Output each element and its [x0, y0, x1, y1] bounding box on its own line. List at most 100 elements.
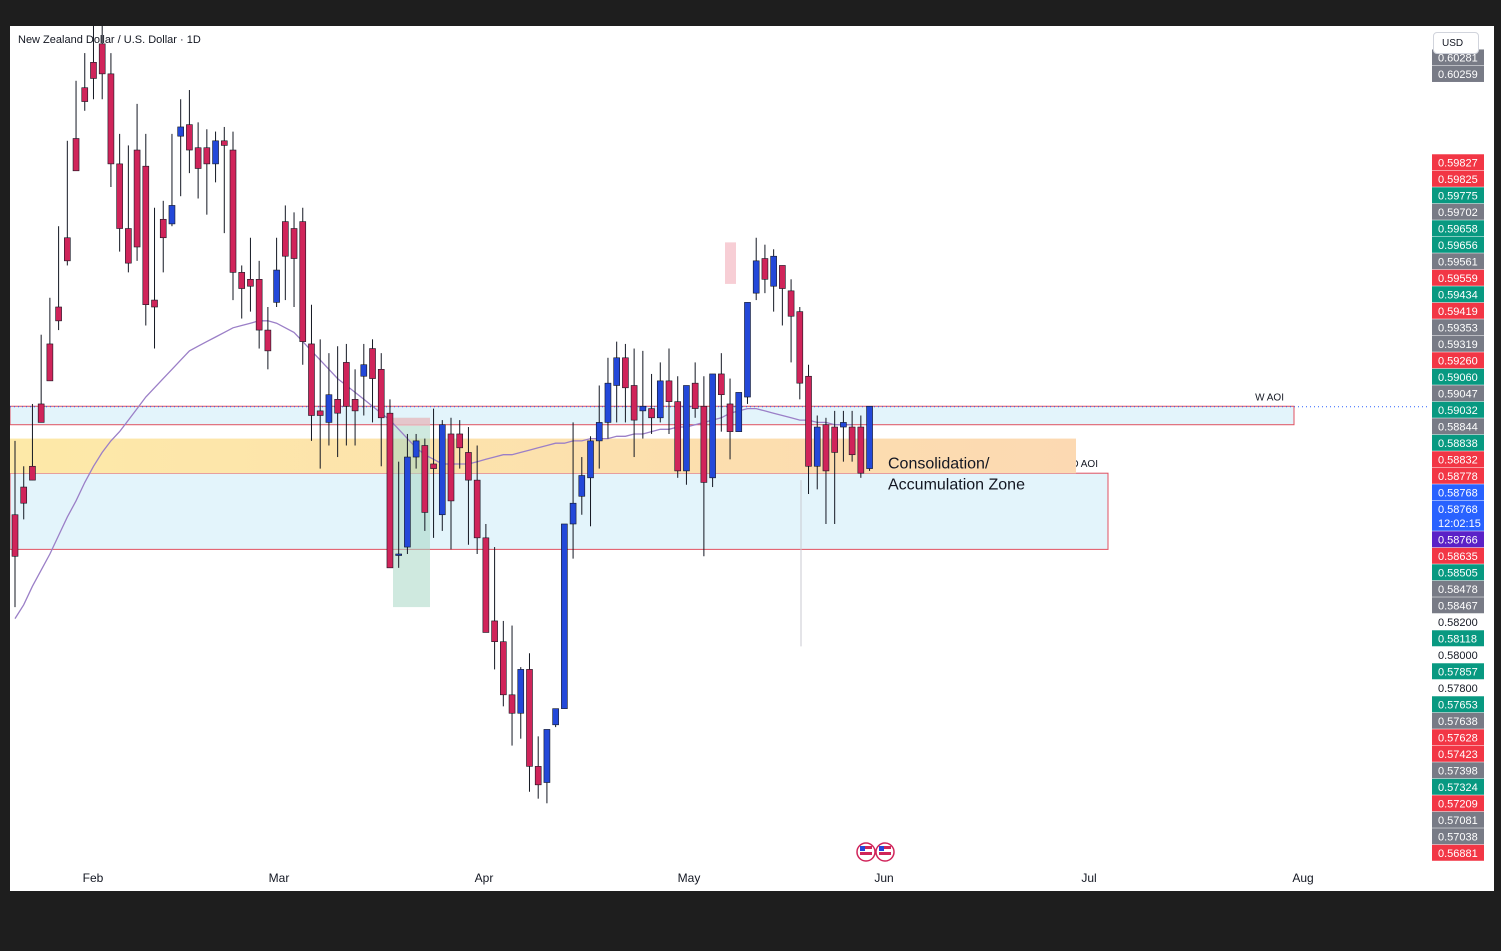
candle [334, 346, 341, 458]
price-tag: 0.57038 [1432, 828, 1484, 845]
price-tag-label: 0.57038 [1438, 831, 1478, 843]
price-tag-label: 0.58118 [1438, 633, 1477, 645]
price-tag: 0.57209 [1432, 795, 1484, 812]
price-tag-label: 0.57398 [1438, 765, 1478, 777]
price-tag-bg [1432, 696, 1484, 713]
candle-body [377, 369, 385, 419]
candle-body [552, 708, 559, 726]
price-tag: 0.58768 [1432, 484, 1484, 501]
price-tag-bg [1432, 712, 1484, 729]
candle [517, 667, 525, 739]
candle-body [526, 669, 533, 767]
candle-body [796, 311, 804, 384]
d-aoi-label: D AOI [1071, 459, 1098, 470]
candle-body [473, 479, 481, 539]
candle-body [752, 260, 760, 294]
price-tag-bg [1432, 663, 1484, 680]
candle-body [665, 380, 673, 402]
x-axis-tick-label: Apr [475, 871, 494, 885]
candle-body [247, 279, 254, 287]
candle [508, 625, 516, 746]
candle-body [220, 140, 228, 146]
zone-label-line-2: Accumulation Zone [888, 477, 1025, 494]
price-tag-bg [1432, 484, 1484, 501]
candle-body [282, 221, 289, 257]
candle-body [107, 73, 115, 165]
position-stop-box [393, 417, 430, 426]
candle [220, 126, 228, 234]
candle-body [273, 269, 280, 303]
price-tag: 0.59260 [1432, 352, 1484, 369]
price-chart[interactable]: W AOI D AOI Consolidation/Accumulation Zon… [10, 26, 1494, 891]
price-tag-label: 0.59656 [1438, 240, 1478, 252]
candle-body [316, 410, 324, 416]
candle-body [186, 124, 193, 151]
price-tag: 0.59658 [1432, 220, 1484, 237]
candle [840, 410, 847, 462]
candle-body [90, 62, 97, 79]
price-tag-label: 0.59060 [1438, 372, 1478, 384]
candle-body [229, 149, 237, 273]
price-tag-label: 0.57081 [1438, 815, 1478, 827]
candle-body [308, 343, 315, 416]
candle [482, 523, 490, 633]
candle-body [691, 382, 699, 409]
candle-body [343, 362, 350, 407]
chart-panel: W AOI D AOI Consolidation/Accumulation Zon… [10, 26, 1494, 891]
candle [735, 392, 743, 432]
candle-body [168, 205, 176, 225]
candle-body [55, 306, 62, 322]
price-tag: 0.59656 [1432, 236, 1484, 253]
candle [194, 122, 202, 199]
candle [866, 405, 873, 471]
candle-body [369, 348, 376, 379]
price-tag-label: 0.59702 [1438, 207, 1478, 219]
currency-selector[interactable]: USD [1433, 32, 1479, 54]
price-tag-bg [1432, 531, 1484, 548]
candle-body [840, 422, 847, 428]
price-tag: 0.57398 [1432, 762, 1484, 779]
candle-body [125, 228, 132, 264]
candle-body [72, 138, 80, 172]
symbol-title[interactable]: New Zealand Dollar / U.S. Dollar · 1D [18, 34, 201, 46]
candle-body [779, 265, 786, 289]
candle-body [194, 147, 202, 169]
price-tag-label: 0.56881 [1438, 848, 1478, 860]
candle [831, 410, 838, 524]
candle [64, 140, 71, 266]
candle [700, 376, 708, 557]
price-tag-label: 0.57209 [1438, 798, 1478, 810]
price-tag-label: 0.59775 [1438, 190, 1478, 202]
candle-body [264, 329, 272, 352]
candle [151, 207, 158, 349]
price-tag: 0.59353 [1432, 319, 1484, 336]
price-tag-bg [1432, 762, 1484, 779]
candle-body [29, 465, 36, 481]
candle [447, 417, 455, 550]
candle [290, 212, 298, 307]
x-axis-tick-label: Feb [83, 871, 104, 885]
candle [822, 417, 830, 524]
candle-body [500, 641, 507, 696]
price-tag-bg [1432, 434, 1484, 451]
price-tag-label: 0.58778 [1438, 471, 1478, 483]
price-tag: 0.58118 [1432, 630, 1484, 647]
price-tag-bg [1432, 401, 1484, 418]
price-tag: 0.59419 [1432, 302, 1484, 319]
price-tag-label: 0.58838 [1438, 438, 1478, 450]
price-tag: 0.58766 [1432, 531, 1484, 548]
candle [133, 103, 141, 261]
price-tag-bg [1432, 778, 1484, 795]
x-axis-tick-label: Mar [269, 871, 290, 885]
price-tag-label: 0.60259 [1438, 69, 1478, 81]
price-tag-label: 0.58768 [1438, 487, 1478, 499]
candle [473, 445, 481, 554]
candle [20, 466, 28, 520]
candle [282, 205, 289, 301]
price-tag-bg [1432, 500, 1484, 531]
price-tag: 0.58478 [1432, 580, 1484, 597]
us-flag-icon [856, 842, 876, 862]
candle [37, 334, 45, 423]
candle-body [159, 218, 167, 239]
candle [534, 736, 542, 799]
